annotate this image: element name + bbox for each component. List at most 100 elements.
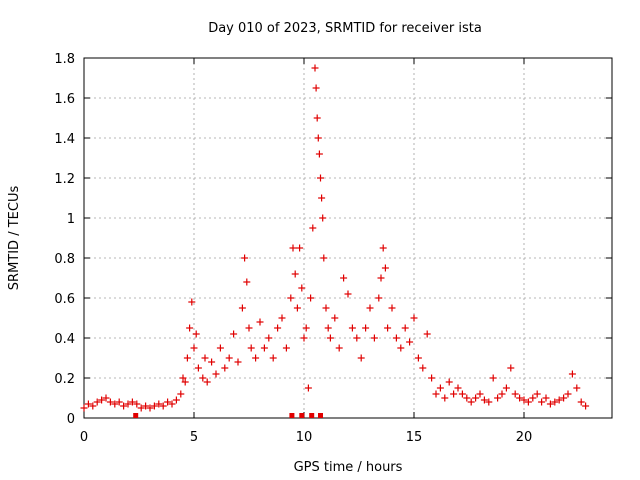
data-point (551, 398, 559, 406)
data-point (212, 370, 220, 378)
data-point (324, 324, 332, 332)
data-point (159, 402, 167, 410)
data-point (181, 378, 189, 386)
data-point (186, 324, 194, 332)
data-point (230, 330, 238, 338)
data-point (582, 402, 590, 410)
data-point (260, 344, 268, 352)
data-point (102, 394, 110, 402)
data-point (454, 384, 462, 392)
data-point (436, 384, 444, 392)
data-point (190, 344, 198, 352)
data-point (265, 334, 273, 342)
data-point (381, 264, 389, 272)
data-point (315, 150, 323, 158)
data-point (353, 334, 361, 342)
x-tick-label: 20 (516, 430, 533, 445)
data-point (309, 224, 317, 232)
data-point (485, 398, 493, 406)
x-tick-label: 10 (296, 430, 313, 445)
data-point (201, 354, 209, 362)
y-tick-label: 1.8 (54, 52, 75, 67)
data-point (282, 344, 290, 352)
data-point (560, 394, 568, 402)
data-point (183, 354, 191, 362)
data-point (366, 304, 374, 312)
y-tick-label: 0.2 (54, 372, 75, 387)
y-tick-label: 0 (67, 412, 75, 427)
data-point (577, 398, 585, 406)
data-point (120, 402, 128, 410)
data-point (150, 402, 158, 410)
data-point (542, 394, 550, 402)
data-point (155, 400, 163, 408)
data-point (115, 398, 123, 406)
data-point (546, 400, 554, 408)
data-point (188, 298, 196, 306)
data-point (555, 396, 563, 404)
data-point (441, 394, 449, 402)
data-point (106, 398, 114, 406)
data-point (458, 390, 466, 398)
data-point (564, 390, 572, 398)
y-tick-label: 1.2 (54, 172, 75, 187)
data-point (111, 400, 119, 408)
data-point (291, 270, 299, 278)
data-point (529, 394, 537, 402)
data-point (423, 330, 431, 338)
data-point (177, 390, 185, 398)
data-point (502, 384, 510, 392)
data-point (568, 370, 576, 378)
data-point (384, 324, 392, 332)
data-point (318, 194, 326, 202)
data-point (419, 364, 427, 372)
data-point (467, 398, 475, 406)
gap-marker (289, 413, 295, 418)
y-tick-label: 0.8 (54, 252, 75, 267)
y-tick-label: 1 (67, 212, 75, 227)
data-point (494, 394, 502, 402)
data-point (397, 344, 405, 352)
data-point (225, 354, 233, 362)
data-point (573, 384, 581, 392)
data-point (388, 304, 396, 312)
data-point (274, 324, 282, 332)
data-point (362, 324, 370, 332)
data-point (203, 378, 211, 386)
data-point (137, 404, 145, 412)
data-point (194, 364, 202, 372)
data-point (93, 398, 101, 406)
x-tick-label: 0 (80, 430, 88, 445)
data-point (98, 396, 106, 404)
data-point (320, 254, 328, 262)
data-point (450, 390, 458, 398)
data-point (370, 334, 378, 342)
data-point (538, 398, 546, 406)
data-point (146, 404, 154, 412)
data-point (340, 274, 348, 282)
grid (84, 58, 612, 418)
data-point (311, 64, 319, 72)
data-point (331, 314, 339, 322)
data-point (234, 358, 242, 366)
data-point (304, 384, 312, 392)
x-axis-label: GPS time / hours (294, 460, 403, 475)
data-point (410, 314, 418, 322)
gap-marker (133, 413, 139, 418)
data-point (335, 344, 343, 352)
data-point (179, 374, 187, 382)
axis-ticks: 0 0.2 0.4 0.6 0.8 1 1.2 1.4 1.6 1.8 0 5 10 15 20 (54, 52, 612, 445)
data-point (476, 390, 484, 398)
y-axis-label: SRMTID / TECUs (7, 186, 22, 291)
data-point (199, 374, 207, 382)
data-point (520, 396, 528, 404)
data-point (445, 378, 453, 386)
y-tick-label: 1.4 (54, 132, 75, 147)
gap-marker (299, 413, 305, 418)
x-tick-label: 15 (406, 430, 423, 445)
data-point (524, 398, 532, 406)
data-point (302, 324, 310, 332)
data-point (326, 334, 334, 342)
data-point (392, 334, 400, 342)
